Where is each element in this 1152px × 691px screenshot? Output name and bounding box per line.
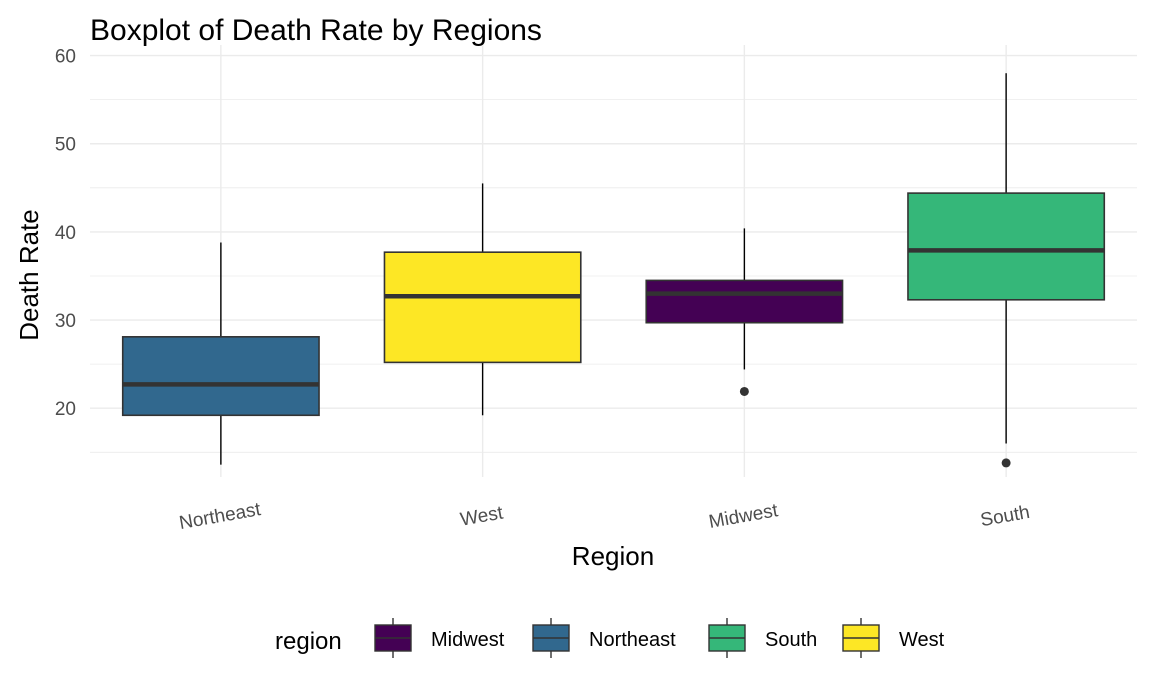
x-axis-title: Region bbox=[572, 541, 654, 571]
outlier-point bbox=[1001, 458, 1011, 468]
y-tick-label: 30 bbox=[55, 311, 76, 332]
legend: region Midwest Northeast South West bbox=[275, 618, 945, 658]
y-tick-label: 40 bbox=[55, 223, 76, 244]
legend-label: South bbox=[765, 629, 817, 651]
chart-title: Boxplot of Death Rate by Regions bbox=[90, 14, 542, 47]
y-axis-ticks: 20 30 40 50 60 bbox=[55, 47, 76, 421]
x-axis-ticks: Northeast West Midwest South bbox=[178, 499, 1032, 534]
legend-label: Midwest bbox=[431, 629, 505, 651]
y-tick-label: 20 bbox=[55, 399, 76, 420]
boxes bbox=[121, 73, 1106, 468]
x-tick-label: Northeast bbox=[178, 499, 263, 534]
box-northeast bbox=[121, 336, 320, 417]
outlier-point bbox=[739, 386, 749, 396]
box-midwest bbox=[645, 279, 844, 324]
box-west bbox=[383, 251, 582, 364]
legend-label: West bbox=[899, 629, 945, 651]
box-south bbox=[907, 192, 1106, 301]
y-tick-label: 60 bbox=[55, 47, 76, 68]
x-tick-label: West bbox=[459, 502, 506, 530]
legend-title: region bbox=[275, 628, 342, 655]
x-tick-label: South bbox=[979, 502, 1032, 531]
y-tick-label: 50 bbox=[55, 135, 76, 156]
y-axis-title: Death Rate bbox=[14, 209, 44, 341]
legend-label: Northeast bbox=[589, 629, 676, 651]
x-tick-label: Midwest bbox=[707, 500, 780, 533]
